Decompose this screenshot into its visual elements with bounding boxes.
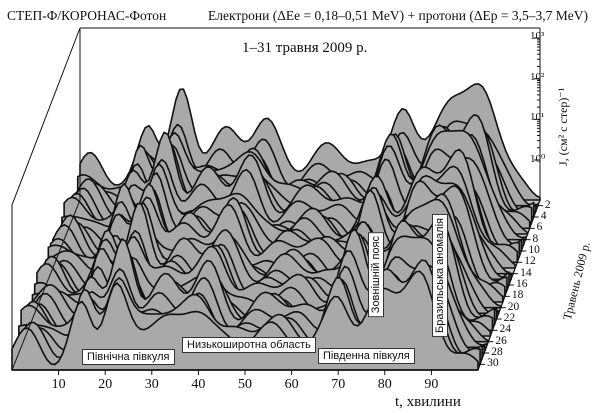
day-tick-label: 8: [532, 232, 539, 245]
x-tick-label: 20: [98, 377, 113, 392]
zone-south-label: Південна півкуля: [318, 348, 415, 364]
day-tick-label: 26: [495, 334, 507, 347]
z-tick-label: 10³: [530, 30, 545, 42]
x-tick-label: 40: [191, 377, 206, 392]
zone-saa-label: Бразильська аномалія: [432, 214, 448, 337]
x-tick-label: 10: [51, 377, 66, 392]
x-tick-label: 80: [377, 377, 392, 392]
day-tick-label: 22: [503, 312, 516, 324]
flux-ridges: [11, 83, 541, 371]
z-tick-label: 10¹: [530, 111, 545, 124]
x-tick-label: 60: [284, 377, 299, 392]
instrument-title: СТЕП-Ф/КОРОНАС-Фотон: [7, 8, 167, 23]
x-tick-label: 90: [424, 377, 439, 392]
x-tick-label: 50: [238, 377, 252, 392]
period-label: 1–31 травня 2009 р.: [242, 40, 368, 56]
day-tick-label: 14: [520, 266, 532, 279]
chart-frame: [11, 27, 543, 375]
day-tick-label: 16: [516, 278, 528, 290]
day-tick-label: 4: [540, 210, 547, 222]
zone-north-label: Північна півкуля: [82, 349, 175, 365]
day-tick-label: 10: [528, 244, 540, 256]
zone-outer-belt-label: Зовнішній пояс: [368, 232, 384, 318]
day-tick-label: 6: [536, 221, 543, 234]
day-tick-label: 2: [544, 198, 551, 211]
day-tick-label: 12: [524, 255, 536, 268]
z-tick-label: 10⁰: [530, 153, 546, 165]
day-tick-label: 18: [511, 289, 524, 302]
day-tick-label: 28: [491, 346, 503, 358]
particles-subtitle: Електрони (ΔEe = 0,18–0,51 MeV) + протон…: [208, 8, 588, 23]
day-tick-label: 24: [499, 323, 511, 336]
x-tick-label: 70: [331, 377, 346, 392]
z-tick-label: 10²: [530, 70, 545, 83]
z-axis-label: J, (см² с стер)⁻¹: [556, 87, 570, 166]
zone-lowlat-label: Низькоширотна область: [182, 337, 316, 353]
day-tick-label: 20: [507, 300, 520, 313]
x-tick-label: 30: [144, 377, 159, 392]
day-tick-label: 30: [487, 357, 499, 370]
x-axis-label: t, хвилини: [395, 394, 461, 410]
